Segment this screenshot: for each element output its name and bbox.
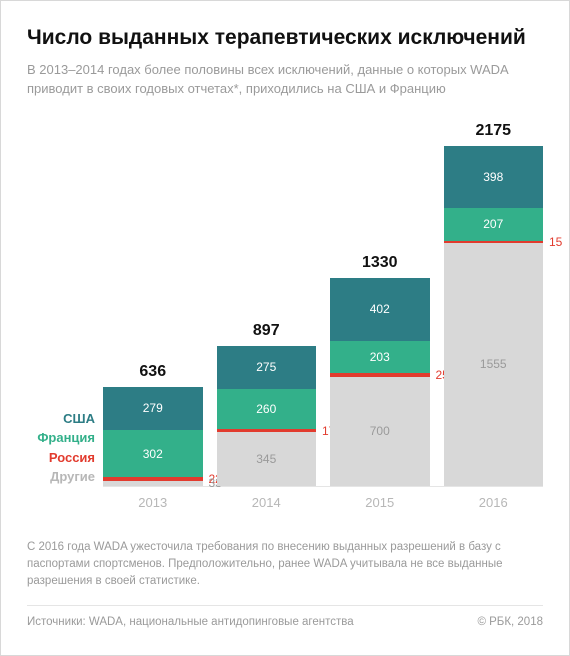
segment-france: 207 <box>444 208 544 240</box>
segment-value: 302 <box>143 447 163 461</box>
legend: СШАФранцияРоссияДругие <box>27 409 95 487</box>
segment-value: 398 <box>483 170 503 184</box>
segment-value: 203 <box>370 350 390 364</box>
segment-france: 260 <box>217 389 317 430</box>
bars-container: 6362793022233897275260173451330402203257… <box>103 117 543 487</box>
x-axis: 2013 2014 2015 2016 <box>103 495 543 510</box>
x-tick: 2015 <box>330 495 430 510</box>
footnote: С 2016 года WADA ужесточила требования п… <box>27 539 543 606</box>
segment-value-outside: 15 <box>549 235 562 249</box>
bar-total-label: 636 <box>103 363 203 381</box>
segment-usa: 275 <box>217 346 317 389</box>
segment-value: 260 <box>256 402 276 416</box>
legend-item: США <box>27 409 95 429</box>
chart-area: СШАФранцияРоссияДругие 63627930222338972… <box>27 117 543 517</box>
bar-total-label: 2175 <box>444 122 544 140</box>
bar-column: 6362793022233 <box>103 363 203 486</box>
segment-other: 345 <box>217 432 317 486</box>
legend-item: Франция <box>27 428 95 448</box>
x-tick: 2014 <box>217 495 317 510</box>
segment-other: 700 <box>330 377 430 486</box>
chart-card: Число выданных терапевтических исключени… <box>0 0 570 656</box>
bar-stack: 40220325700 <box>330 278 430 486</box>
bar-total-label: 897 <box>217 322 317 340</box>
sources: Источники: WADA, национальные антидопинг… <box>27 616 354 628</box>
segment-france: 302 <box>103 430 203 477</box>
copyright: © РБК, 2018 <box>477 616 543 628</box>
x-tick: 2016 <box>444 495 544 510</box>
segment-value: 345 <box>256 452 276 466</box>
segment-other: 1555 <box>444 243 544 486</box>
segment-value: 207 <box>483 217 503 231</box>
plot: 6362793022233897275260173451330402203257… <box>103 117 543 517</box>
segment-value: 275 <box>256 360 276 374</box>
segment-value: 402 <box>370 302 390 316</box>
bar-stack: 2793022233 <box>103 387 203 486</box>
segment-france: 203 <box>330 341 430 373</box>
segment-value: 279 <box>143 401 163 415</box>
bar-total-label: 1330 <box>330 254 430 272</box>
segment-value: 1555 <box>480 357 507 371</box>
footer: Источники: WADA, национальные антидопинг… <box>27 616 543 628</box>
chart-title: Число выданных терапевтических исключени… <box>27 25 543 51</box>
segment-value: 700 <box>370 424 390 438</box>
bar-column: 89727526017345 <box>217 322 317 486</box>
chart-subtitle: В 2013–2014 годах более половины всех ис… <box>27 61 543 99</box>
segment-usa: 279 <box>103 387 203 431</box>
segment-usa: 398 <box>444 146 544 208</box>
bar-column: 2175398207151555 <box>444 122 544 486</box>
legend-item: Другие <box>27 467 95 487</box>
x-tick: 2013 <box>103 495 203 510</box>
bar-column: 133040220325700 <box>330 254 430 486</box>
bar-stack: 27526017345 <box>217 346 317 486</box>
segment-usa: 402 <box>330 278 430 341</box>
legend-item: Россия <box>27 448 95 468</box>
segment-other: 33 <box>103 481 203 486</box>
bar-stack: 398207151555 <box>444 146 544 486</box>
